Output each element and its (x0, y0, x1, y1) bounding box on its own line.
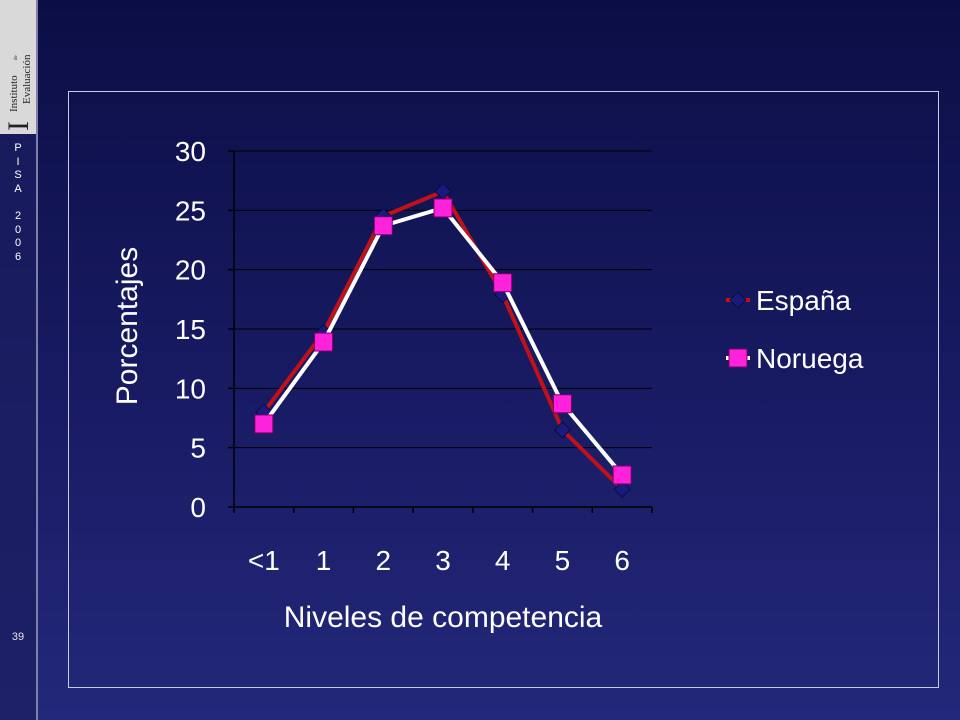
pisa-letter: A (14, 182, 22, 195)
axis-labels: 0 5 10 15 20 25 30 <1 1 2 3 4 5 6 (175, 136, 630, 576)
sidebar: I Instituto de Evaluación P I S A 2 0 0 … (0, 0, 38, 720)
x-tick-label: 1 (316, 545, 332, 576)
y-tick-label: 15 (175, 314, 206, 345)
data-point (254, 414, 274, 434)
pisa-letter: 2 (14, 209, 22, 222)
x-tick-label: 2 (375, 545, 391, 576)
pisa-letter: 0 (14, 237, 22, 250)
data-point (553, 421, 572, 439)
y-tick-label: 30 (175, 136, 206, 167)
x-axis-title: Niveles de competencia (284, 601, 603, 634)
pisa-letter: I (16, 155, 20, 168)
series-espana (255, 182, 631, 498)
logo-text-instituto: Instituto (8, 75, 20, 112)
y-tick-label: 10 (175, 373, 206, 404)
data-point (613, 480, 631, 498)
chart-frame (68, 91, 939, 688)
pisa-letter: S (14, 169, 22, 182)
y-axis-title: Porcentajes (111, 247, 144, 405)
institute-logo: I Instituto de Evaluación (0, 0, 36, 134)
x-tick-label: 6 (614, 545, 630, 576)
legend: España Noruega (726, 285, 864, 374)
legend-marker (729, 291, 747, 309)
page-number: 39 (11, 631, 25, 643)
logo-letter-i: I (2, 121, 35, 131)
institute-logo-graphic: I Instituto de Evaluación (2, 54, 35, 131)
legend-label: Noruega (756, 343, 864, 374)
axes (228, 150, 653, 513)
series-group (254, 182, 632, 498)
legend-label: España (756, 285, 851, 316)
data-point (493, 273, 513, 293)
data-point (314, 332, 334, 352)
logo-text-de: de (14, 55, 19, 61)
data-point (373, 216, 393, 236)
x-tick-label: 3 (435, 545, 451, 576)
y-tick-label: 5 (190, 433, 206, 464)
x-tick-label: 5 (555, 545, 571, 576)
pisa-letter: 6 (14, 250, 22, 263)
legend-marker (728, 348, 748, 368)
legend-item: Noruega (726, 343, 864, 374)
pisa-letter: P (14, 142, 22, 154)
data-point (433, 198, 453, 218)
y-tick-label: 25 (175, 195, 206, 226)
logo-text-evaluacion: Evaluación (21, 54, 33, 104)
pisa-letter: 0 (14, 223, 22, 236)
x-tick-label: 4 (495, 545, 511, 576)
data-point (434, 182, 452, 201)
y-tick-label: 20 (175, 255, 206, 286)
data-point (552, 394, 572, 414)
pisa-2006-vertical: P I S A 2 0 0 6 (0, 142, 36, 264)
x-tick-label: <1 (248, 545, 280, 576)
legend-item: España (726, 285, 851, 316)
series-noruega (254, 198, 632, 485)
y-tick-label: 0 (190, 492, 206, 523)
data-point (612, 465, 632, 485)
